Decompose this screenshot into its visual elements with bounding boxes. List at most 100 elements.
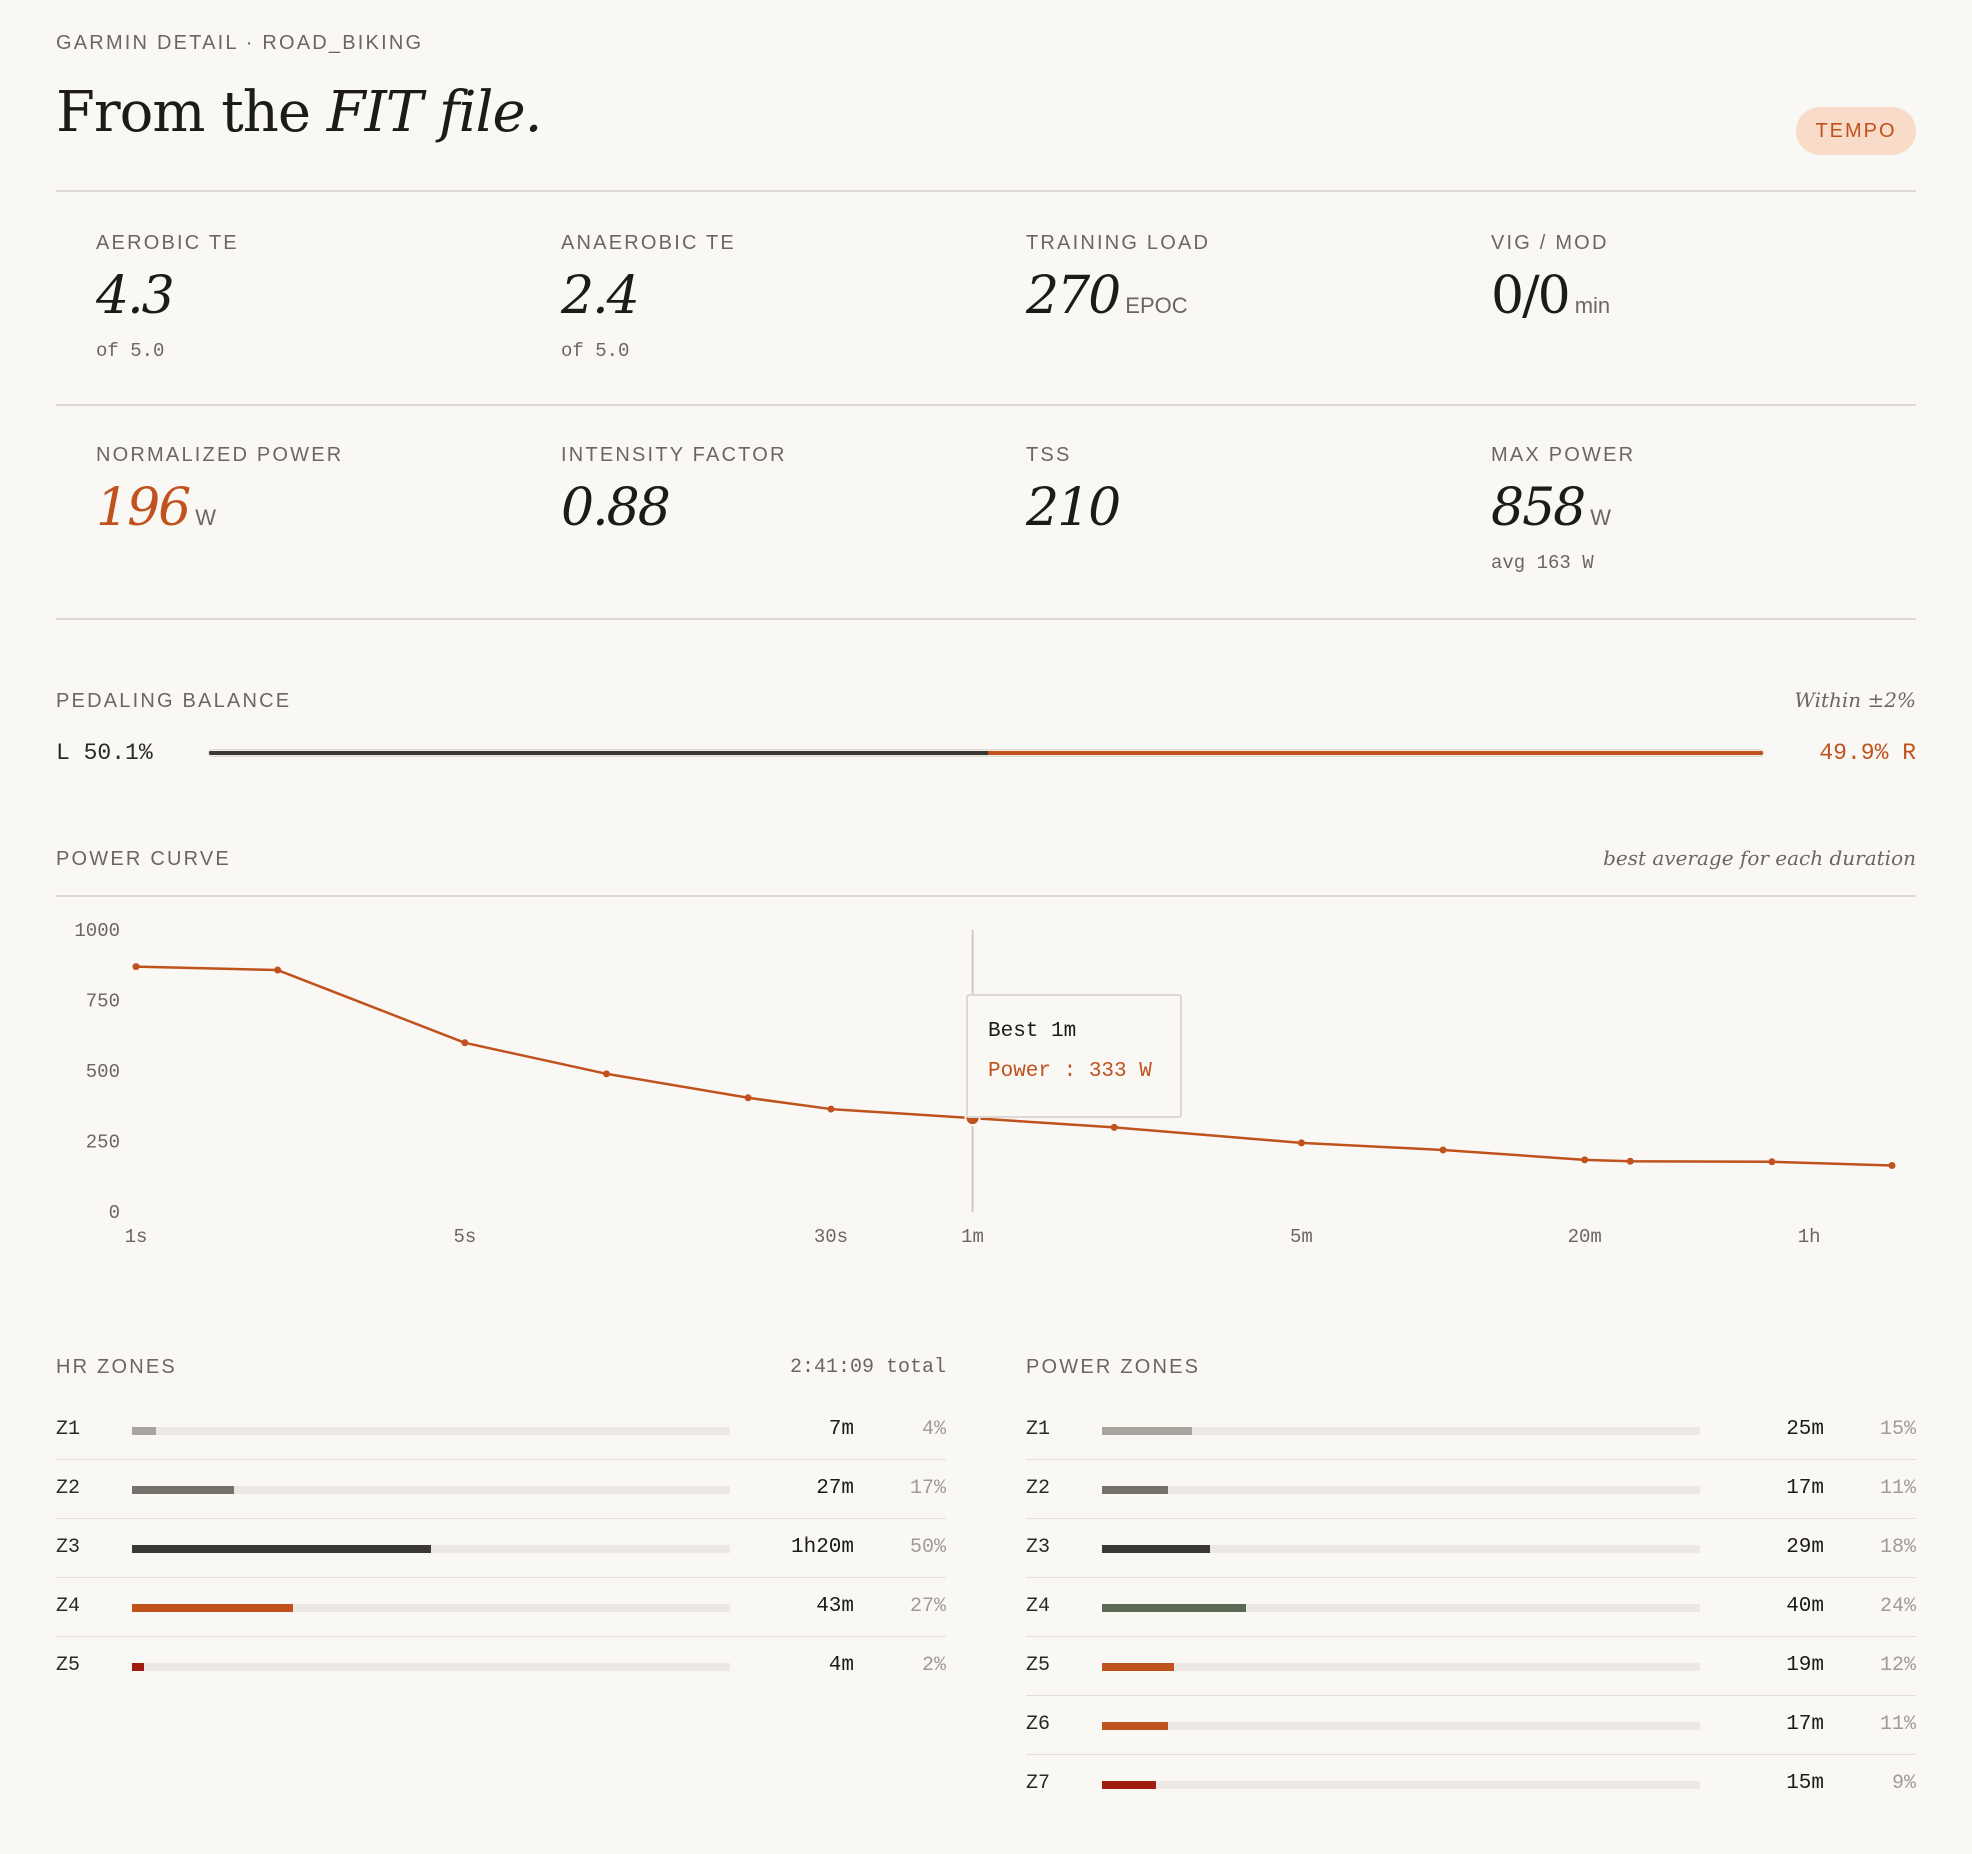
power-zone-row: Z7 15m 9% <box>1026 1772 1916 1831</box>
zone-bar-track <box>1102 1427 1700 1435</box>
zone-name: Z3 <box>1026 1536 1051 1559</box>
zone-time: 1h20m <box>790 1536 854 1559</box>
x-tick-label: 5m <box>1290 1226 1313 1248</box>
metric-value: 4.3 <box>96 266 175 326</box>
divider <box>56 404 1916 406</box>
metric-value-group: 0.88 <box>561 478 671 538</box>
zone-bar-track <box>132 1427 730 1435</box>
zone-time: 17m <box>1786 1477 1824 1500</box>
divider <box>1026 1518 1916 1519</box>
divider <box>1026 1636 1916 1637</box>
zone-bar-fill <box>1102 1722 1168 1730</box>
x-tick-label: 20m <box>1568 1226 1602 1248</box>
zone-bar-fill <box>1102 1781 1156 1789</box>
data-point <box>1768 1158 1776 1166</box>
data-point <box>602 1070 610 1078</box>
x-tick-label: 1m <box>961 1226 984 1248</box>
zone-time: 7m <box>828 1418 854 1441</box>
hr-zone-row: Z2 27m 17% <box>56 1477 946 1536</box>
y-tick-label: 1000 <box>74 920 120 942</box>
divider <box>1026 1754 1916 1755</box>
zone-bar-fill <box>132 1486 234 1494</box>
zone-percent: 9% <box>1891 1772 1916 1795</box>
balance-bar <box>208 749 1764 757</box>
zone-bar-fill <box>1102 1486 1168 1494</box>
metric-label: MAX POWER <box>1491 444 1636 466</box>
balance-note: Within ±2% <box>1794 688 1916 712</box>
power-curve-line <box>135 965 1893 1167</box>
metric-value: 270 <box>1026 266 1121 326</box>
power-zone-row: Z5 19m 12% <box>1026 1654 1916 1713</box>
zone-name: Z4 <box>56 1595 81 1618</box>
zone-bar-fill <box>132 1545 431 1553</box>
zone-name: Z5 <box>56 1654 81 1677</box>
zone-bar-track <box>1102 1663 1700 1671</box>
page-title-emphasis: FIT file. <box>326 80 543 145</box>
metric-unit: min <box>1574 293 1611 318</box>
zone-time: 15m <box>1786 1772 1824 1795</box>
metric-value: 210 <box>1026 478 1121 538</box>
zone-bar-fill <box>132 1663 144 1671</box>
metric-value-group: 196 W <box>96 478 216 538</box>
zone-bar-track <box>132 1486 730 1494</box>
power-curve-chart[interactable]: 0 250 500 750 1000 1s 5s 30s 1m 5m 20m 1h <box>56 896 1916 1256</box>
divider <box>56 1459 946 1460</box>
zone-bar-track <box>132 1604 730 1612</box>
zone-name: Z1 <box>1026 1418 1051 1441</box>
hr-zone-row: Z4 43m 27% <box>56 1595 946 1654</box>
data-point <box>1626 1157 1634 1165</box>
y-tick-label: 750 <box>86 991 120 1013</box>
data-point <box>132 963 140 971</box>
zone-bar-track <box>1102 1722 1700 1730</box>
data-point <box>1439 1146 1447 1154</box>
power-zone-row: Z6 17m 11% <box>1026 1713 1916 1772</box>
divider <box>56 895 1916 897</box>
power-zone-row: Z2 17m 11% <box>1026 1477 1916 1536</box>
metric-unit: W <box>1590 505 1612 530</box>
zone-name: Z2 <box>56 1477 81 1500</box>
balance-left-value: L 50.1% <box>56 740 153 766</box>
metric-value-group: 858 W <box>1491 478 1611 538</box>
metric-label: NORMALIZED POWER <box>96 444 344 466</box>
metric-label: ANAEROBIC TE <box>561 232 736 254</box>
zone-bar-track <box>132 1663 730 1671</box>
page-title-prefix: From the <box>56 80 327 145</box>
data-point <box>1888 1161 1896 1169</box>
zone-name: Z6 <box>1026 1713 1051 1736</box>
power-zone-row: Z4 40m 24% <box>1026 1595 1916 1654</box>
zone-name: Z1 <box>56 1418 81 1441</box>
data-point <box>461 1039 469 1047</box>
metric-value-group: 270 EPOC <box>1026 266 1188 326</box>
breadcrumb: GARMIN DETAIL · ROAD_BIKING <box>56 32 424 54</box>
metric-sub: of 5.0 <box>96 340 165 362</box>
divider <box>56 1518 946 1519</box>
metric-label: TRAINING LOAD <box>1026 232 1211 254</box>
zone-name: Z5 <box>1026 1654 1051 1677</box>
section-title-hr-zones: HR ZONES <box>56 1356 177 1378</box>
section-title-power-curve: POWER CURVE <box>56 848 231 870</box>
zone-bar-track <box>1102 1604 1700 1612</box>
balance-bar-right <box>987 751 1763 755</box>
zone-bar-fill <box>132 1604 294 1612</box>
divider <box>56 1636 946 1637</box>
metric-value: 0.88 <box>561 478 671 538</box>
metric-unit: EPOC <box>1125 293 1188 318</box>
tooltip-value: Power : 333 W <box>988 1060 1152 1083</box>
data-point <box>827 1105 835 1113</box>
y-tick-label: 250 <box>86 1132 120 1154</box>
power-zone-row: Z3 29m 18% <box>1026 1536 1916 1595</box>
metric-sub: of 5.0 <box>561 340 630 362</box>
zone-bar-fill <box>1102 1663 1174 1671</box>
data-point <box>274 966 282 974</box>
workout-type-badge: TEMPO <box>1796 107 1916 155</box>
zone-percent: 2% <box>921 1654 946 1677</box>
metric-value-group: 4.3 <box>96 266 175 326</box>
zone-bar-track <box>1102 1545 1700 1553</box>
chart-tooltip: Best 1m Power : 333 W <box>966 994 1182 1118</box>
metric-value: 858 <box>1491 478 1586 538</box>
zone-percent: 24% <box>1879 1595 1916 1618</box>
power-zone-row: Z1 25m 15% <box>1026 1418 1916 1477</box>
zone-percent: 11% <box>1879 1477 1916 1500</box>
divider <box>1026 1577 1916 1578</box>
zone-percent: 15% <box>1879 1418 1916 1441</box>
